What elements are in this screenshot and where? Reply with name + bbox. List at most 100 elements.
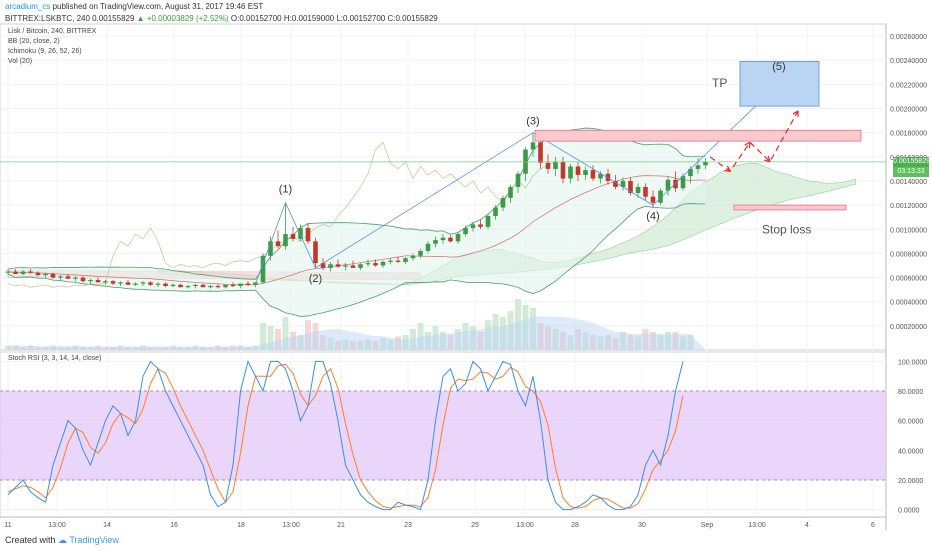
bb-basis-line (7, 175, 706, 286)
take-profit-label: TP (712, 76, 727, 90)
candle-body (193, 284, 198, 287)
candle (575, 161, 581, 181)
candle-body (275, 241, 281, 247)
candle (508, 184, 513, 203)
candle (448, 235, 453, 243)
candle (305, 223, 311, 244)
candle-body (643, 187, 648, 197)
price-tick-label: 0.00020000 (890, 324, 927, 331)
stoch-band (0, 391, 886, 480)
candle-body (238, 283, 243, 287)
candle (538, 137, 543, 169)
wave-label: (2) (309, 273, 322, 285)
candle (245, 281, 251, 287)
candle (223, 284, 228, 289)
candle (35, 271, 41, 277)
volume-bar (260, 323, 266, 350)
candle (410, 253, 416, 261)
candle-body (50, 273, 56, 278)
time-tick-label: 23 (404, 522, 412, 529)
candle (545, 154, 551, 174)
price-tick-label: 0.00180000 (890, 131, 927, 138)
price-tick-label: 0.00140000 (890, 179, 927, 186)
wave-label: (1) (279, 184, 292, 196)
tradingview-link[interactable]: TradingView (69, 535, 119, 545)
candle (238, 283, 243, 289)
price-tick-label: 0.00080000 (890, 251, 927, 258)
price-tick-label: 0.00220000 (890, 82, 927, 89)
candle (20, 270, 26, 276)
candle-body (515, 173, 521, 187)
price-tick-label: 0.00260000 (890, 34, 927, 41)
candle-body (403, 258, 408, 262)
symbol-label: BITTREX:LSKBTC, 240 (5, 14, 90, 23)
candle-body (628, 180, 633, 194)
candle (103, 279, 108, 285)
created-with-text: Created with (5, 535, 56, 545)
candle (463, 225, 468, 237)
candle (118, 281, 123, 287)
candle-body (298, 228, 303, 239)
publish-line: arcadium_cs published on TradingView.com… (5, 2, 263, 11)
bb-indicator-label[interactable]: BB (20, close, 2) (8, 38, 60, 45)
candle-body (65, 276, 71, 279)
time-tick-label: 14 (103, 522, 111, 529)
series-title[interactable]: Lisk / Bitcoin, 240, BITTREX (8, 28, 97, 35)
volume-bar (275, 329, 281, 350)
candle (440, 234, 446, 244)
candle-body (73, 277, 78, 279)
candle-body (245, 283, 251, 285)
candle-body (170, 284, 176, 287)
candle-body (635, 187, 641, 194)
candle-body (388, 260, 393, 262)
candle (133, 282, 138, 287)
candle (178, 283, 183, 288)
wave-label: (4) (646, 211, 659, 223)
candle-body (680, 176, 686, 189)
price-tick-label: 0.00040000 (890, 300, 927, 307)
candle-body (118, 282, 123, 284)
candle-body (343, 265, 348, 267)
wave-label: (5) (772, 61, 785, 73)
candle (628, 177, 633, 196)
price-tick-label: 0.00200000 (890, 107, 927, 114)
candle (275, 230, 281, 249)
candle-body (380, 261, 386, 266)
time-tick-label: 28 (571, 522, 579, 529)
candle-body (268, 241, 273, 256)
candle-body (208, 286, 213, 288)
candle-body (538, 142, 543, 163)
footer: Created with ☁ TradingView (5, 535, 119, 546)
candle-body (95, 279, 101, 283)
author-link[interactable]: arcadium_cs (5, 2, 51, 11)
candle-body (485, 215, 491, 227)
candle-body (590, 170, 596, 179)
candle-body (43, 273, 48, 276)
bb-lower-line (7, 203, 706, 317)
candle (380, 260, 386, 268)
candle (230, 282, 236, 288)
time-tick-label: 21 (337, 522, 345, 529)
candle-body (568, 166, 573, 179)
stoch-rsi-label[interactable]: Stoch RSI (3, 3, 14, 14, close) (8, 355, 102, 362)
candle (65, 273, 71, 279)
candle-body (493, 207, 498, 216)
candle-body (13, 271, 18, 274)
candle (350, 260, 356, 268)
candle-body (695, 165, 701, 169)
candle-body (478, 224, 483, 227)
time-tick-label: 25 (471, 522, 479, 529)
volume-bar (417, 323, 424, 350)
candle (73, 276, 78, 282)
candle (605, 168, 611, 185)
tradingview-cloud-icon: ☁ (58, 535, 68, 545)
candle-body (125, 282, 131, 285)
volume-indicator-label[interactable]: Vol (20) (8, 58, 33, 65)
candle (200, 283, 206, 288)
projection-arrowhead (744, 141, 751, 149)
candle (335, 259, 341, 268)
candle-body (20, 271, 26, 274)
candle-body (553, 161, 558, 169)
ichimoku-indicator-label[interactable]: Ichimoku (9, 26, 52, 26) (8, 48, 82, 55)
